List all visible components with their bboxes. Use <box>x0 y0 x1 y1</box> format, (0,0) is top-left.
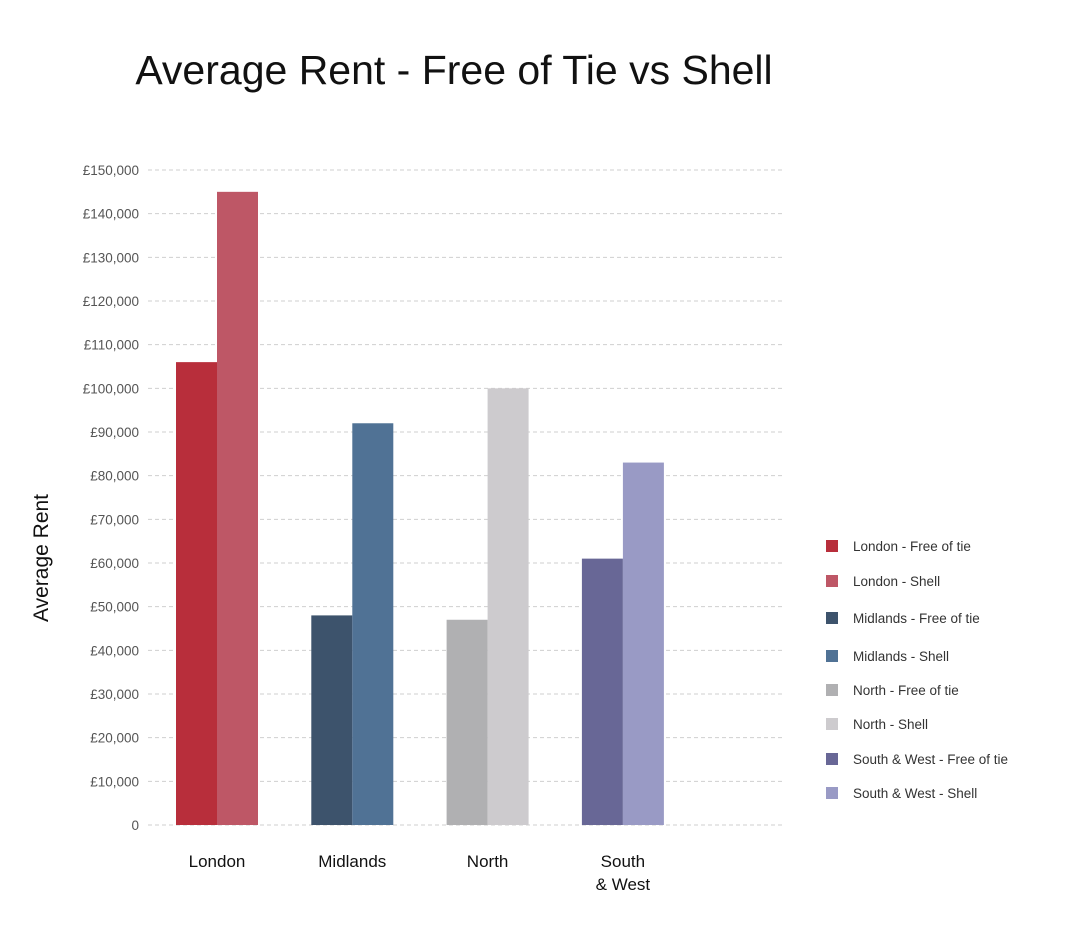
y-tick-label: £40,000 <box>90 643 139 658</box>
x-category-label: London <box>189 852 246 871</box>
legend-label: South & West - Free of tie <box>853 752 1008 767</box>
y-tick-label: £70,000 <box>90 512 139 527</box>
legend: London - Free of tie London - Shell Midlan… <box>826 539 1008 801</box>
legend-swatch <box>826 540 838 552</box>
x-category-label: Midlands <box>318 852 386 871</box>
y-tick-label: £20,000 <box>90 731 139 746</box>
legend-label: Midlands - Shell <box>853 649 949 664</box>
legend-swatch <box>826 650 838 662</box>
legend-label: North - Shell <box>853 717 928 732</box>
x-category-label: South <box>601 852 645 871</box>
bar-london-free-of-tie <box>176 362 217 825</box>
y-tick-label: £100,000 <box>83 381 139 396</box>
x-category-label: & West <box>596 875 651 894</box>
legend-label: Midlands - Free of tie <box>853 611 980 626</box>
bar-midlands-shell <box>352 423 394 825</box>
y-tick-label: £110,000 <box>84 338 139 353</box>
y-tick-label: £150,000 <box>83 163 139 178</box>
y-tick-label: £50,000 <box>90 600 139 615</box>
y-tick-label: £120,000 <box>83 294 139 309</box>
legend-swatch <box>826 753 838 765</box>
bar-london-shell <box>217 191 258 826</box>
legend-label: South & West - Shell <box>853 786 977 801</box>
x-axis-categories: London Midlands North South & West <box>189 852 651 894</box>
legend-swatch <box>826 718 838 730</box>
bar-north-shell <box>487 388 529 825</box>
bar-north-free-of-tie <box>446 619 488 825</box>
y-tick-label: £80,000 <box>90 469 139 484</box>
chart-title: Average Rent - Free of Tie vs Shell <box>135 47 772 93</box>
y-tick-label: £30,000 <box>90 687 139 702</box>
legend-swatch <box>826 684 838 696</box>
legend-label: North - Free of tie <box>853 683 959 698</box>
y-axis-label: Average Rent <box>30 494 53 622</box>
bar-south-west-shell <box>622 462 664 825</box>
bars <box>176 191 664 826</box>
legend-label: London - Shell <box>853 574 940 589</box>
legend-swatch <box>826 787 838 799</box>
y-tick-label: £60,000 <box>90 556 139 571</box>
legend-swatch <box>826 612 838 624</box>
y-tick-label: £90,000 <box>90 425 139 440</box>
legend-swatch <box>826 575 838 587</box>
bar-south-west-free-of-tie <box>581 558 623 825</box>
y-axis-ticks: 0 £10,000 £20,000 £30,000 £40,000 £50,000 £60,… <box>83 163 139 833</box>
x-category-label: North <box>467 852 509 871</box>
legend-label: London - Free of tie <box>853 539 971 554</box>
y-tick-label: £130,000 <box>83 250 139 265</box>
y-tick-label: £140,000 <box>83 207 139 222</box>
y-tick-label: £10,000 <box>90 774 139 789</box>
bar-midlands-free-of-tie <box>311 615 353 825</box>
y-tick-label: 0 <box>131 818 139 833</box>
